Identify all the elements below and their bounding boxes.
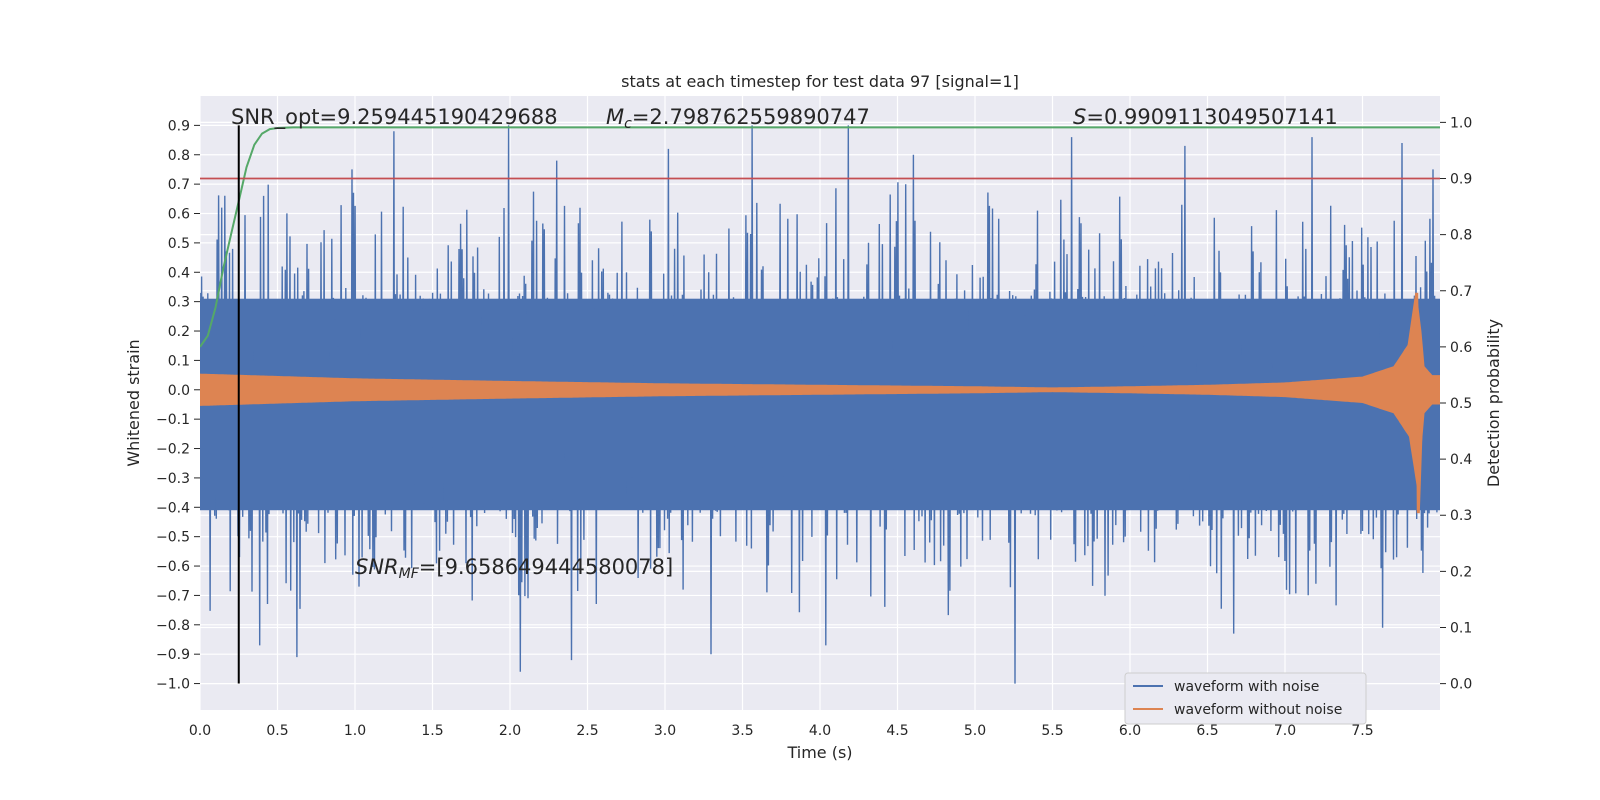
y2-tick-label: 1.0 xyxy=(1450,115,1472,131)
y-tick-label: −0.7 xyxy=(156,588,190,604)
snr-mf-value: =[9.658649444580078] xyxy=(419,555,673,579)
y2-tick-label: 0.2 xyxy=(1450,564,1472,580)
x-tick-label: 4.5 xyxy=(886,723,908,739)
chart-title: stats at each timestep for test data 97 … xyxy=(621,72,1019,91)
y2-tick-label: 0.4 xyxy=(1450,452,1472,468)
x-tick-label: 3.0 xyxy=(654,723,676,739)
y-tick-label: 0.7 xyxy=(168,177,190,193)
y-tick-label: −0.4 xyxy=(156,500,190,516)
y-axis-label: Whitened strain xyxy=(124,339,143,466)
y-tick-label: 0.1 xyxy=(168,353,190,369)
y2-axis-ticks: 1.0 0.9 0.8 0.7 0.6 0.5 0.4 0.3 0.2 0.1 0.0 xyxy=(1440,115,1472,693)
x-tick-label: 4.0 xyxy=(809,723,831,739)
y2-tick-label: 0.7 xyxy=(1450,284,1472,300)
y2-tick-label: 0.9 xyxy=(1450,172,1472,188)
x-tick-label: 2.0 xyxy=(499,723,521,739)
x-axis-ticks: 0.0 0.5 1.0 1.5 2.0 2.5 3.0 3.5 4.0 4.5 5.0 5.5 6.0 6… xyxy=(189,723,1374,739)
x-tick-label: 0.5 xyxy=(266,723,288,739)
y-tick-label: −1.0 xyxy=(156,677,190,693)
noise-series xyxy=(200,125,1440,684)
x-tick-label: 5.5 xyxy=(1041,723,1063,739)
y2-tick-label: 0.6 xyxy=(1450,340,1472,356)
probability-line xyxy=(200,126,1440,348)
y-tick-label: 0.6 xyxy=(168,207,190,223)
y2-tick-label: 0.0 xyxy=(1450,677,1472,693)
y-tick-label: −0.8 xyxy=(156,618,190,634)
snr-mf-annotation: SNRMF=[9.658649444580078] xyxy=(355,555,673,582)
s-annotation: S=0.9909113049507141 xyxy=(1073,105,1338,129)
x-tick-label: 6.5 xyxy=(1196,723,1218,739)
x-tick-label: 6.0 xyxy=(1119,723,1141,739)
clean-waveform-envelope xyxy=(200,292,1440,487)
legend-label-clean: waveform without noise xyxy=(1174,702,1342,718)
x-axis-label: Time (s) xyxy=(786,743,852,762)
y2-tick-label: 0.8 xyxy=(1450,228,1472,244)
s-symbol: S xyxy=(1073,105,1086,129)
x-tick-label: 5.0 xyxy=(964,723,986,739)
y-tick-label: 0.4 xyxy=(168,265,190,281)
clean-chirp-peak xyxy=(1407,292,1425,514)
mc-subscript: c xyxy=(624,116,632,132)
snr-opt-annotation: SNR_opt=9.259445190429688 xyxy=(231,105,558,130)
y-tick-label: −0.2 xyxy=(156,442,190,458)
y-tick-label: 0.3 xyxy=(168,295,190,311)
y-tick-label: −0.6 xyxy=(156,559,190,575)
snr-mf-symbol: SNR xyxy=(355,555,399,579)
x-tick-label: 1.0 xyxy=(344,723,366,739)
y-tick-label: −0.5 xyxy=(156,530,190,546)
x-tick-label: 3.5 xyxy=(731,723,753,739)
y-tick-label: 0.8 xyxy=(168,148,190,164)
x-tick-label: 7.5 xyxy=(1351,723,1373,739)
probability-series xyxy=(200,126,1440,348)
y2-tick-label: 0.5 xyxy=(1450,396,1472,412)
s-value: =0.9909113049507141 xyxy=(1086,105,1337,129)
x-tick-label: 0.0 xyxy=(189,723,211,739)
y2-tick-label: 0.1 xyxy=(1450,620,1472,636)
y2-tick-label: 0.3 xyxy=(1450,508,1472,524)
mc-annotation: Mc=2.798762559890747 xyxy=(606,105,870,132)
y-tick-label: −0.9 xyxy=(156,647,190,663)
legend-box xyxy=(1124,672,1367,725)
mc-symbol: M xyxy=(606,105,624,129)
mc-value: =2.798762559890747 xyxy=(632,105,870,129)
y-tick-label: 0.5 xyxy=(168,236,190,252)
y-tick-label: −0.1 xyxy=(156,412,190,428)
y-tick-label: 0.0 xyxy=(168,383,190,399)
y-tick-label: 0.9 xyxy=(168,118,190,134)
y-tick-label: 0.2 xyxy=(168,324,190,340)
legend-label-noise: waveform with noise xyxy=(1174,679,1319,695)
legend: waveform with noise waveform without noi… xyxy=(1124,672,1367,725)
y-axis-ticks: 0.9 0.8 0.7 0.6 0.5 0.4 0.3 0.2 0.1 0.0 −0.1 −0.2 −0… xyxy=(156,118,200,693)
snr-mf-subscript: MF xyxy=(399,566,420,582)
x-tick-label: 1.5 xyxy=(421,723,443,739)
y2-axis-label: Detection probability xyxy=(1484,319,1503,487)
x-tick-label: 2.5 xyxy=(576,723,598,739)
clean-series xyxy=(200,292,1440,514)
y-tick-label: −0.3 xyxy=(156,471,190,487)
x-tick-label: 7.0 xyxy=(1274,723,1296,739)
